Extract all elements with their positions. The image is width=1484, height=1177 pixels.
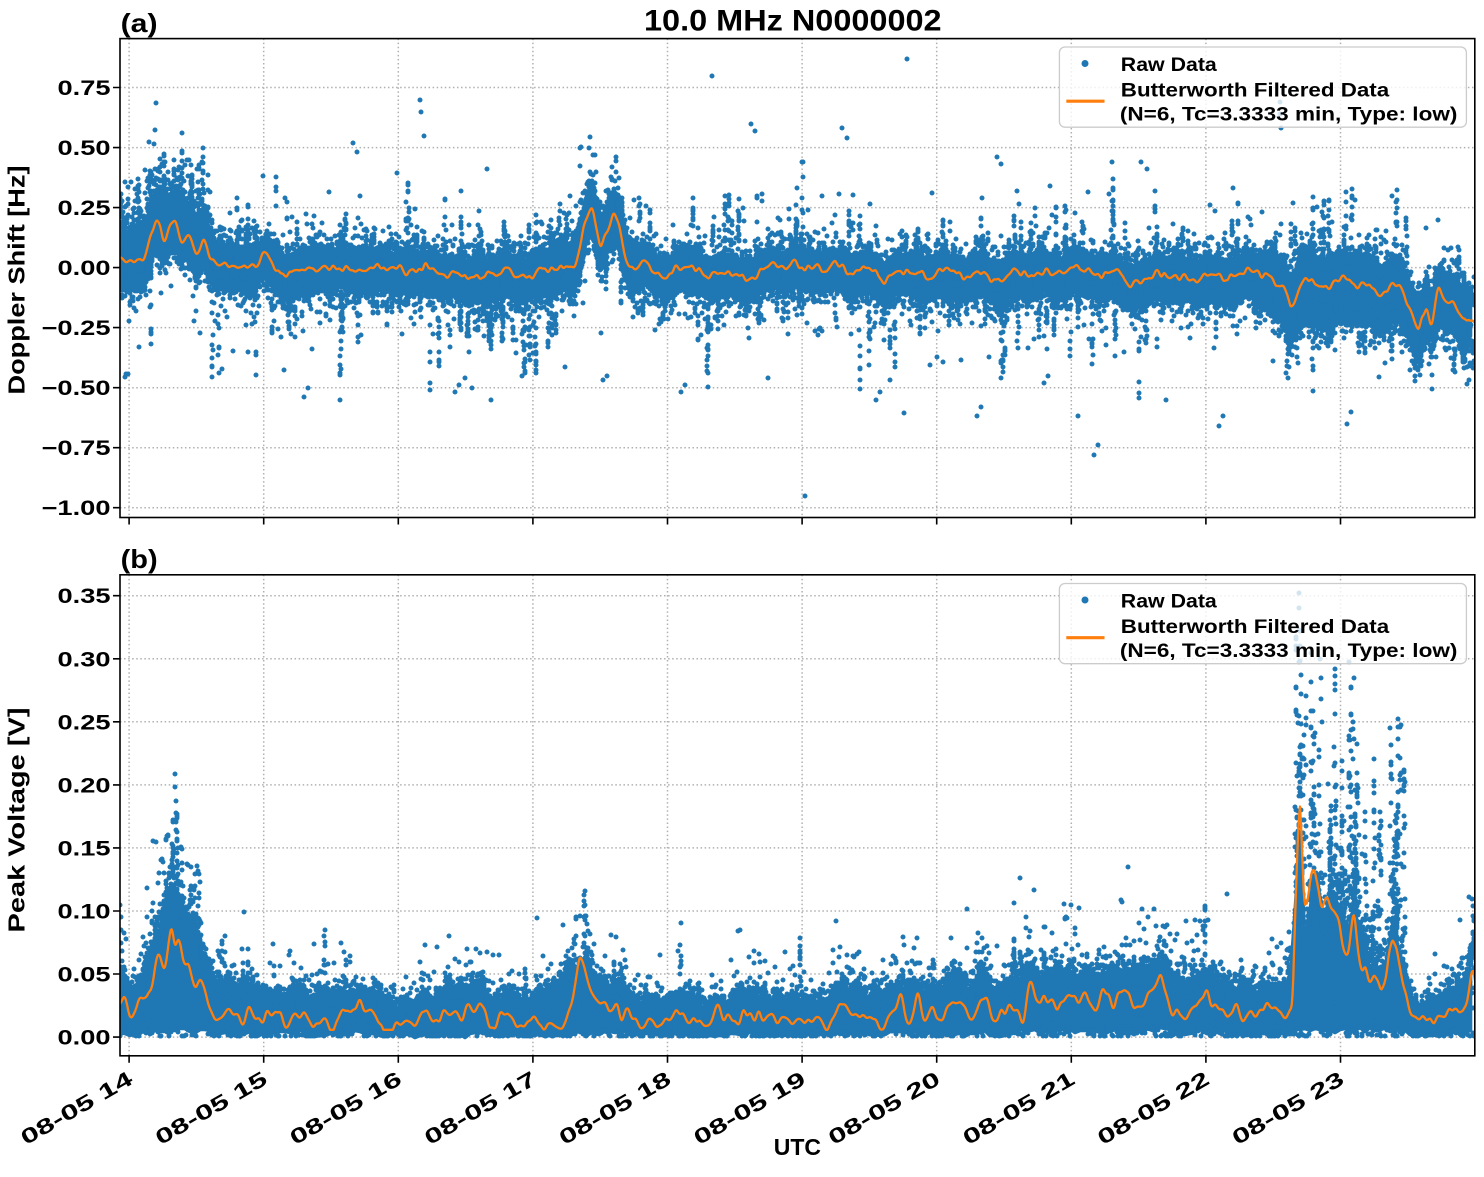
svg-text:Raw Data: Raw Data (1121, 590, 1217, 612)
svg-text:0.10: 0.10 (58, 901, 111, 924)
svg-text:0.25: 0.25 (58, 711, 111, 734)
svg-text:0.00: 0.00 (58, 257, 111, 280)
svg-text:−0.75: −0.75 (42, 437, 111, 460)
svg-text:−0.25: −0.25 (42, 317, 111, 340)
svg-text:(N=6, Tc=3.3333 min, Type: low: (N=6, Tc=3.3333 min, Type: low) (1120, 640, 1458, 662)
svg-text:0.05: 0.05 (58, 964, 111, 987)
svg-text:UTC: UTC (774, 1134, 821, 1160)
svg-text:(a): (a) (121, 8, 158, 38)
svg-text:0.50: 0.50 (58, 137, 111, 160)
svg-text:0.35: 0.35 (58, 585, 111, 608)
svg-text:0.15: 0.15 (58, 837, 111, 860)
svg-text:Butterworth Filtered Data: Butterworth Filtered Data (1121, 616, 1390, 638)
svg-text:−0.50: −0.50 (42, 377, 111, 400)
svg-text:0.30: 0.30 (58, 648, 111, 671)
svg-text:−1.00: −1.00 (42, 497, 111, 520)
svg-text:Peak Voltage [V]: Peak Voltage [V] (4, 708, 30, 933)
svg-text:0.25: 0.25 (58, 197, 111, 220)
svg-text:(b): (b) (121, 544, 158, 574)
svg-text:Doppler Shift [Hz]: Doppler Shift [Hz] (4, 166, 30, 395)
svg-text:0.75: 0.75 (58, 77, 111, 100)
svg-text:(N=6, Tc=3.3333 min, Type: low: (N=6, Tc=3.3333 min, Type: low) (1120, 103, 1458, 125)
svg-text:0.20: 0.20 (58, 774, 111, 797)
svg-text:10.0 MHz N0000002: 10.0 MHz N0000002 (644, 5, 942, 38)
svg-text:0.00: 0.00 (58, 1027, 111, 1050)
svg-text:Butterworth Filtered Data: Butterworth Filtered Data (1121, 79, 1390, 101)
svg-text:Raw Data: Raw Data (1121, 54, 1217, 76)
